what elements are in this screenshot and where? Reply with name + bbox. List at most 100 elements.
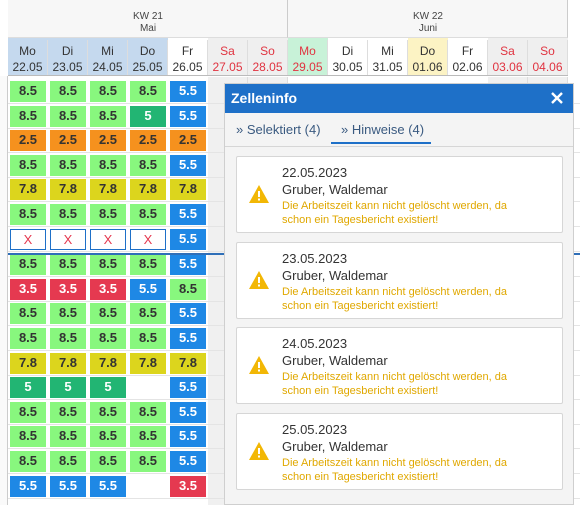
card-date: 22.05.2023 bbox=[282, 165, 348, 180]
cell[interactable]: 8.5 bbox=[130, 204, 166, 225]
tab[interactable]: » Hinweise (4) bbox=[341, 122, 425, 137]
cell[interactable]: 8.5 bbox=[90, 204, 126, 225]
cell[interactable]: 5.5 bbox=[170, 426, 206, 448]
cell[interactable]: 8.5 bbox=[90, 254, 126, 276]
cell[interactable]: 5.5 bbox=[170, 204, 206, 225]
cell[interactable]: 7.8 bbox=[50, 179, 86, 201]
divider bbox=[225, 146, 573, 147]
cell[interactable]: 8.5 bbox=[90, 426, 126, 448]
cell[interactable]: 8.5 bbox=[90, 105, 126, 127]
cell[interactable]: 8.5 bbox=[90, 303, 126, 325]
cell[interactable]: 2.5 bbox=[50, 130, 86, 152]
cell[interactable]: 5.5 bbox=[170, 105, 206, 127]
cell[interactable]: 7.8 bbox=[50, 352, 86, 374]
cell[interactable]: 8.5 bbox=[90, 328, 126, 349]
cell[interactable]: 8.5 bbox=[10, 451, 46, 472]
warning-icon bbox=[249, 270, 269, 289]
cell[interactable]: 8.5 bbox=[10, 154, 46, 176]
cell[interactable]: X bbox=[50, 228, 86, 250]
cell[interactable]: 5.5 bbox=[170, 451, 206, 472]
cell[interactable]: 3.5 bbox=[10, 278, 46, 300]
cell[interactable]: 7.8 bbox=[130, 179, 166, 201]
cell[interactable]: 8.5 bbox=[130, 426, 166, 448]
cell[interactable]: 7.8 bbox=[170, 179, 206, 201]
cell[interactable]: 2.5 bbox=[170, 130, 206, 152]
day-header bbox=[288, 38, 328, 76]
cell[interactable]: 5 bbox=[50, 377, 86, 399]
cell[interactable]: 5.5 bbox=[170, 303, 206, 325]
cell[interactable]: 8.5 bbox=[50, 451, 86, 472]
cell[interactable]: 5.5 bbox=[50, 475, 86, 497]
cell[interactable]: 7.8 bbox=[10, 179, 46, 201]
cell[interactable]: 8.5 bbox=[130, 254, 166, 276]
cell[interactable]: 8.5 bbox=[130, 328, 166, 349]
cell[interactable]: 5.5 bbox=[170, 377, 206, 399]
day-name: Mo bbox=[288, 40, 328, 59]
close-button[interactable] bbox=[551, 92, 563, 104]
cell[interactable]: 8.5 bbox=[90, 154, 126, 176]
cell[interactable]: 5.5 bbox=[10, 475, 46, 497]
cell[interactable]: 5.5 bbox=[170, 228, 206, 250]
cell[interactable]: 8.5 bbox=[10, 303, 46, 325]
warning-icon bbox=[249, 356, 269, 374]
cell[interactable]: 8.5 bbox=[90, 401, 126, 423]
cell[interactable]: 8.5 bbox=[10, 401, 46, 423]
cell[interactable]: 5 bbox=[130, 105, 166, 127]
cell[interactable]: X bbox=[90, 228, 126, 250]
cell[interactable]: 8.5 bbox=[50, 81, 86, 102]
cell[interactable]: 7.8 bbox=[90, 179, 126, 201]
cell[interactable]: 7.8 bbox=[170, 352, 206, 374]
cell[interactable]: 2.5 bbox=[10, 130, 46, 152]
cell[interactable]: 3.5 bbox=[170, 475, 206, 497]
cell[interactable]: 5.5 bbox=[170, 254, 206, 276]
cell[interactable]: 8.5 bbox=[50, 154, 86, 176]
cell[interactable]: 3.5 bbox=[90, 278, 126, 300]
cell[interactable]: 5 bbox=[90, 377, 126, 399]
cell[interactable]: 8.5 bbox=[50, 426, 86, 448]
cell[interactable]: 3.5 bbox=[50, 278, 86, 300]
cell[interactable]: 5.5 bbox=[170, 154, 206, 176]
cell[interactable]: 8.5 bbox=[10, 81, 46, 102]
cell[interactable]: 5.5 bbox=[90, 475, 126, 497]
day-date: 02.06 bbox=[448, 56, 488, 75]
cell[interactable]: 2.5 bbox=[130, 130, 166, 152]
cell[interactable]: 8.5 bbox=[50, 401, 86, 423]
cell[interactable]: 8.5 bbox=[50, 204, 86, 225]
cell[interactable]: 5.5 bbox=[170, 81, 206, 102]
cell[interactable]: 8.5 bbox=[10, 204, 46, 225]
cell[interactable]: 8.5 bbox=[50, 254, 86, 276]
cell[interactable]: 8.5 bbox=[10, 254, 46, 276]
cell[interactable]: 8.5 bbox=[10, 426, 46, 448]
cell[interactable]: X bbox=[130, 228, 166, 250]
cell[interactable]: X bbox=[10, 228, 46, 250]
day-date: 22.05 bbox=[8, 56, 48, 75]
cell[interactable]: 8.5 bbox=[130, 303, 166, 325]
cell[interactable]: 8.5 bbox=[90, 451, 126, 472]
day-date: 23.05 bbox=[48, 56, 88, 75]
cell[interactable]: 7.8 bbox=[90, 352, 126, 374]
cell[interactable]: 8.5 bbox=[130, 451, 166, 472]
cell[interactable]: 8.5 bbox=[130, 81, 166, 102]
cell[interactable]: 5.5 bbox=[170, 328, 206, 349]
cell[interactable]: 8.5 bbox=[50, 105, 86, 127]
info-panel: Zelleninfo » Selektiert (4) » Hinweise (… bbox=[224, 83, 574, 505]
cell[interactable]: 8.5 bbox=[10, 328, 46, 349]
cell[interactable]: 5 bbox=[10, 377, 46, 399]
cell[interactable]: 8.5 bbox=[130, 154, 166, 176]
card-name: Gruber, Waldemar bbox=[282, 353, 388, 368]
cell[interactable]: 8.5 bbox=[50, 303, 86, 325]
cell[interactable]: 2.5 bbox=[90, 130, 126, 152]
day-header bbox=[48, 38, 88, 76]
tab[interactable]: » Selektiert (4) bbox=[236, 122, 321, 137]
day-name: So bbox=[528, 40, 568, 59]
cell[interactable]: 8.5 bbox=[10, 105, 46, 127]
cell[interactable]: 8.5 bbox=[130, 401, 166, 423]
cell[interactable]: 7.8 bbox=[10, 352, 46, 374]
cell[interactable]: 8.5 bbox=[170, 278, 206, 300]
cell[interactable]: 5.5 bbox=[170, 401, 206, 423]
cell[interactable]: 7.8 bbox=[130, 352, 166, 374]
cell[interactable]: 5.5 bbox=[130, 278, 166, 300]
day-name: Mo bbox=[8, 40, 48, 59]
cell[interactable]: 8.5 bbox=[90, 81, 126, 102]
cell[interactable]: 8.5 bbox=[50, 328, 86, 349]
